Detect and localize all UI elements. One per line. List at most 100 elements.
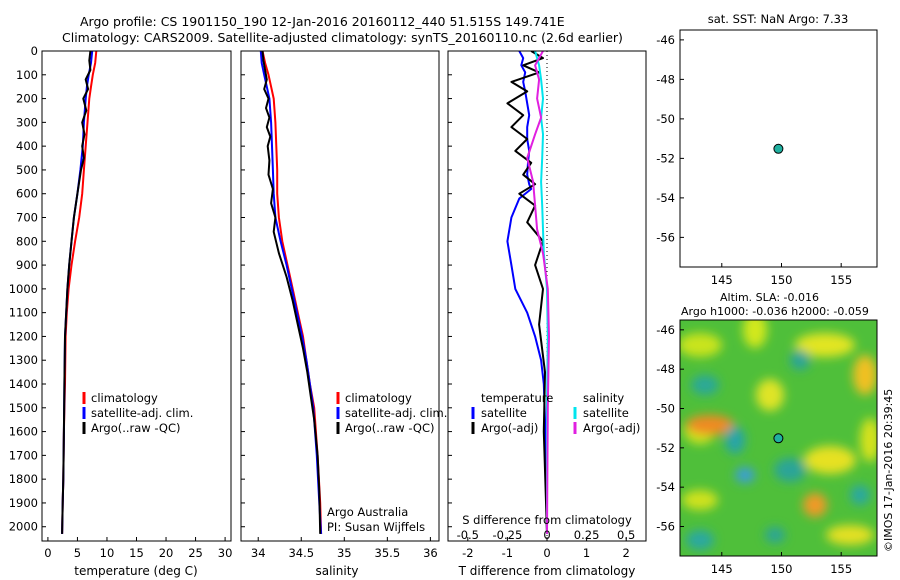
x-tick-label: 1 [583, 546, 590, 560]
y-tick-label: 500 [16, 163, 38, 177]
sla-blob [686, 415, 734, 435]
x-tick-label: 36 [423, 546, 438, 560]
sla-map-panel: Altim. SLA: -0.016 Argo h1000: -0.036 h2… [656, 291, 878, 576]
y-tick-label: 1300 [9, 353, 38, 367]
y-tick-label: 300 [16, 115, 38, 129]
series-line-p2-2 [261, 51, 322, 534]
map-y-tick-label: -48 [656, 362, 675, 376]
series-line-p3-2 [534, 51, 549, 534]
temperature-series-group [61, 51, 98, 534]
y-tick-label: 200 [16, 92, 38, 106]
y-tick-label: 1100 [9, 306, 38, 320]
legend-argo-label: Argo(..raw -QC) [345, 421, 435, 435]
legend-satellite-label: satellite-adj. clim. [345, 406, 447, 420]
map-y-tick-label: -46 [656, 323, 675, 337]
s-difference-axis-label: S difference from climatology [462, 513, 632, 527]
sst-map-tick-labels: 145 150 155 -46 -48 -50 -52 -54 -56 [656, 33, 852, 287]
y-tick-label: 1400 [9, 377, 38, 391]
sla-map-frame [679, 319, 878, 557]
y-tick-label: 600 [16, 187, 38, 201]
x-tick-label: 34 [251, 546, 266, 560]
x-tick-label: 20 [159, 546, 174, 560]
depth-tick-labels: 0 100 200 300 400 500 600 700 800 900 1000 1100 1200… [9, 44, 452, 534]
sla-blob [850, 485, 870, 505]
y-tick-label: 1500 [9, 401, 38, 415]
x-tick-label: 30 [218, 546, 233, 560]
t-difference-axis-label: T difference from climatology [458, 564, 636, 578]
temperature-x-axis-label: temperature (deg C) [74, 564, 197, 578]
sla-blob [743, 320, 767, 348]
legend-s-satellite-label: satellite [583, 406, 629, 420]
sla-blob [860, 418, 877, 462]
y-tick-label: 400 [16, 139, 38, 153]
series-line-p3-1 [506, 51, 548, 534]
argo-position-marker [773, 143, 784, 154]
sla-blob [790, 350, 810, 370]
legend-t-argo-label: Argo(-adj) [481, 421, 538, 435]
x-tick-label: 0 [44, 546, 51, 560]
temperature-panel: 0100200300400500600700800900100011001200… [9, 44, 452, 578]
sla-map-points [773, 433, 784, 444]
y-tick-label: 1800 [9, 472, 38, 486]
map-y-tick-label: -46 [656, 33, 675, 47]
sla-map-tick-labels: 145 150 155 -46 -48 -50 -52 -54 -56 [656, 323, 852, 576]
y-tick-label: 2000 [9, 520, 38, 534]
map-x-tick-label: 155 [830, 273, 852, 287]
t-difference-tick-labels: -2 -1 0 1 2 [462, 537, 630, 560]
temperature-tick-labels: 0 5 10 15 20 25 30 [44, 537, 232, 560]
y-tick-label: 700 [16, 211, 38, 225]
map-x-tick-label: 145 [711, 562, 733, 576]
imos-credit: ©IMOS 17-Jan-2016 20:39:45 [882, 389, 895, 552]
x-tick-label: -2 [462, 546, 473, 560]
map-y-tick-label: -50 [656, 402, 675, 416]
x-tick-label: 35.5 [375, 546, 401, 560]
salinity-panel: 34 34.5 35 35.5 36 salinity climatology sate… [240, 50, 447, 578]
x-tick-label: 34.5 [288, 546, 314, 560]
figure-title-line1: Argo profile: CS 1901150_190 12-Jan-2016… [80, 14, 565, 29]
map-y-tick-label: -56 [656, 230, 675, 244]
map-y-tick-label: -54 [656, 191, 675, 205]
difference-panel: -2 -1 0 1 2 -0.5 -0.25 0 0.25 0.5 S difference f… [447, 50, 647, 578]
legend-t-satellite-label: satellite [481, 406, 527, 420]
sla-title-line1: Altim. SLA: -0.016 [720, 291, 819, 304]
x-tick-label: 35 [337, 546, 352, 560]
y-tick-label: 100 [16, 68, 38, 82]
sla-blob [691, 375, 719, 395]
difference-series-group [506, 51, 550, 541]
temperature-legend: climatology satellite-adj. clim. Argo(..… [82, 391, 193, 435]
sla-blob [756, 379, 784, 411]
legend-satellite-label: satellite-adj. clim. [91, 406, 193, 420]
sla-blob [680, 333, 722, 357]
argo-position-marker [773, 433, 784, 444]
map-y-tick-label: -52 [656, 151, 675, 165]
sla-blob [795, 333, 855, 357]
sla-blob [686, 530, 714, 550]
difference-legend: temperature satellite Argo(-adj) salinit… [471, 391, 640, 435]
y-tick-label: 900 [16, 258, 38, 272]
map-x-tick-label: 150 [771, 562, 793, 576]
sst-map-panel: sat. SST: NaN Argo: 7.33 145 150 155 -46 -48… [656, 12, 878, 287]
x-tick-label: 2 [623, 546, 630, 560]
sla-blob [682, 490, 718, 510]
argo-australia-label: Argo Australia [327, 505, 408, 519]
y-tick-label: 1200 [9, 329, 38, 343]
y-tick-label: 1700 [9, 448, 38, 462]
y-tick-label: 1900 [9, 496, 38, 510]
salinity-axes-frame [240, 50, 440, 542]
sla-blob [853, 355, 877, 395]
sla-blob [725, 426, 745, 454]
s-tick-label: -0.5 [457, 528, 479, 542]
legend-s-argo-label: Argo(-adj) [583, 421, 640, 435]
series-line-p1-2 [61, 51, 92, 534]
salinity-legend: climatology satellite-adj. clim. Argo(..… [336, 391, 447, 435]
sla-blob [765, 527, 785, 543]
map-x-tick-label: 155 [830, 562, 852, 576]
series-line-p3-3 [526, 51, 550, 534]
sla-blob [826, 525, 874, 545]
map-x-tick-label: 145 [711, 273, 733, 287]
x-tick-label: 0 [543, 546, 550, 560]
y-tick-label: 800 [16, 234, 38, 248]
map-y-tick-label: -50 [656, 112, 675, 126]
x-tick-label: 25 [188, 546, 203, 560]
temperature-axes-frame [41, 50, 232, 542]
